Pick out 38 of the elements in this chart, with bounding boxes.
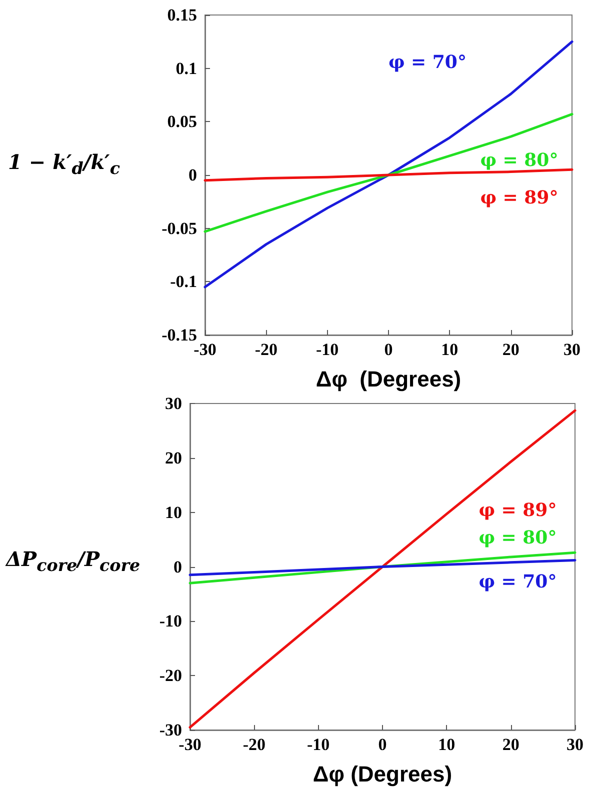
x-tick-label: 30 <box>566 735 584 754</box>
series-label: φ = 80° <box>478 527 557 548</box>
x-tick-label: -10 <box>306 735 330 754</box>
x-tick-label: 20 <box>502 340 520 359</box>
x-tick-label: -10 <box>316 340 339 359</box>
x-tick-label: -20 <box>254 340 278 359</box>
x-tick-label: 10 <box>441 340 458 359</box>
y-axis-title: ΔP$_{core}$/P$_{core}$ <box>6 547 140 575</box>
x-axis-title: Δφ (Degrees) <box>312 762 452 786</box>
y-tick-label: -0.1 <box>170 272 197 292</box>
y-axis-title: 1 − k′$_{d}$/k′$_{c}$ <box>8 150 120 178</box>
x-tick-label: -20 <box>242 735 266 754</box>
series-label: φ = 89° <box>478 500 557 521</box>
text: φ = 70° <box>388 52 466 73</box>
series-label: φ = 80° <box>480 150 558 171</box>
x-tick-label: 0 <box>384 340 393 359</box>
y-tick-label: -0.05 <box>162 218 197 238</box>
y-tick-label: -30 <box>159 720 182 740</box>
y-tick-label: -20 <box>159 666 182 686</box>
series-label: φ = 70° <box>478 572 557 593</box>
x-tick-label: 20 <box>502 735 520 754</box>
y-tick-label: 0.05 <box>167 112 197 132</box>
y-tick-label: 0.15 <box>167 6 197 24</box>
x-axis-title: Δφ (Degrees) <box>316 366 462 392</box>
y-tick-label: 0.1 <box>176 58 197 78</box>
y-tick-label: -10 <box>159 612 182 631</box>
y-tick-label: 0 <box>174 557 182 576</box>
x-tick-label: 10 <box>438 735 456 754</box>
line-series <box>204 168 574 182</box>
line-series <box>204 112 574 233</box>
y-tick-label: 20 <box>165 448 182 468</box>
y-tick-label: 10 <box>165 502 182 522</box>
x-tick-label: 0 <box>378 735 387 754</box>
series-label: φ = 89° <box>480 187 558 208</box>
x-tick-label: 30 <box>564 340 580 359</box>
line-series <box>204 40 574 288</box>
y-tick-label: 0 <box>188 166 197 184</box>
y-tick-label: 30 <box>165 394 182 413</box>
